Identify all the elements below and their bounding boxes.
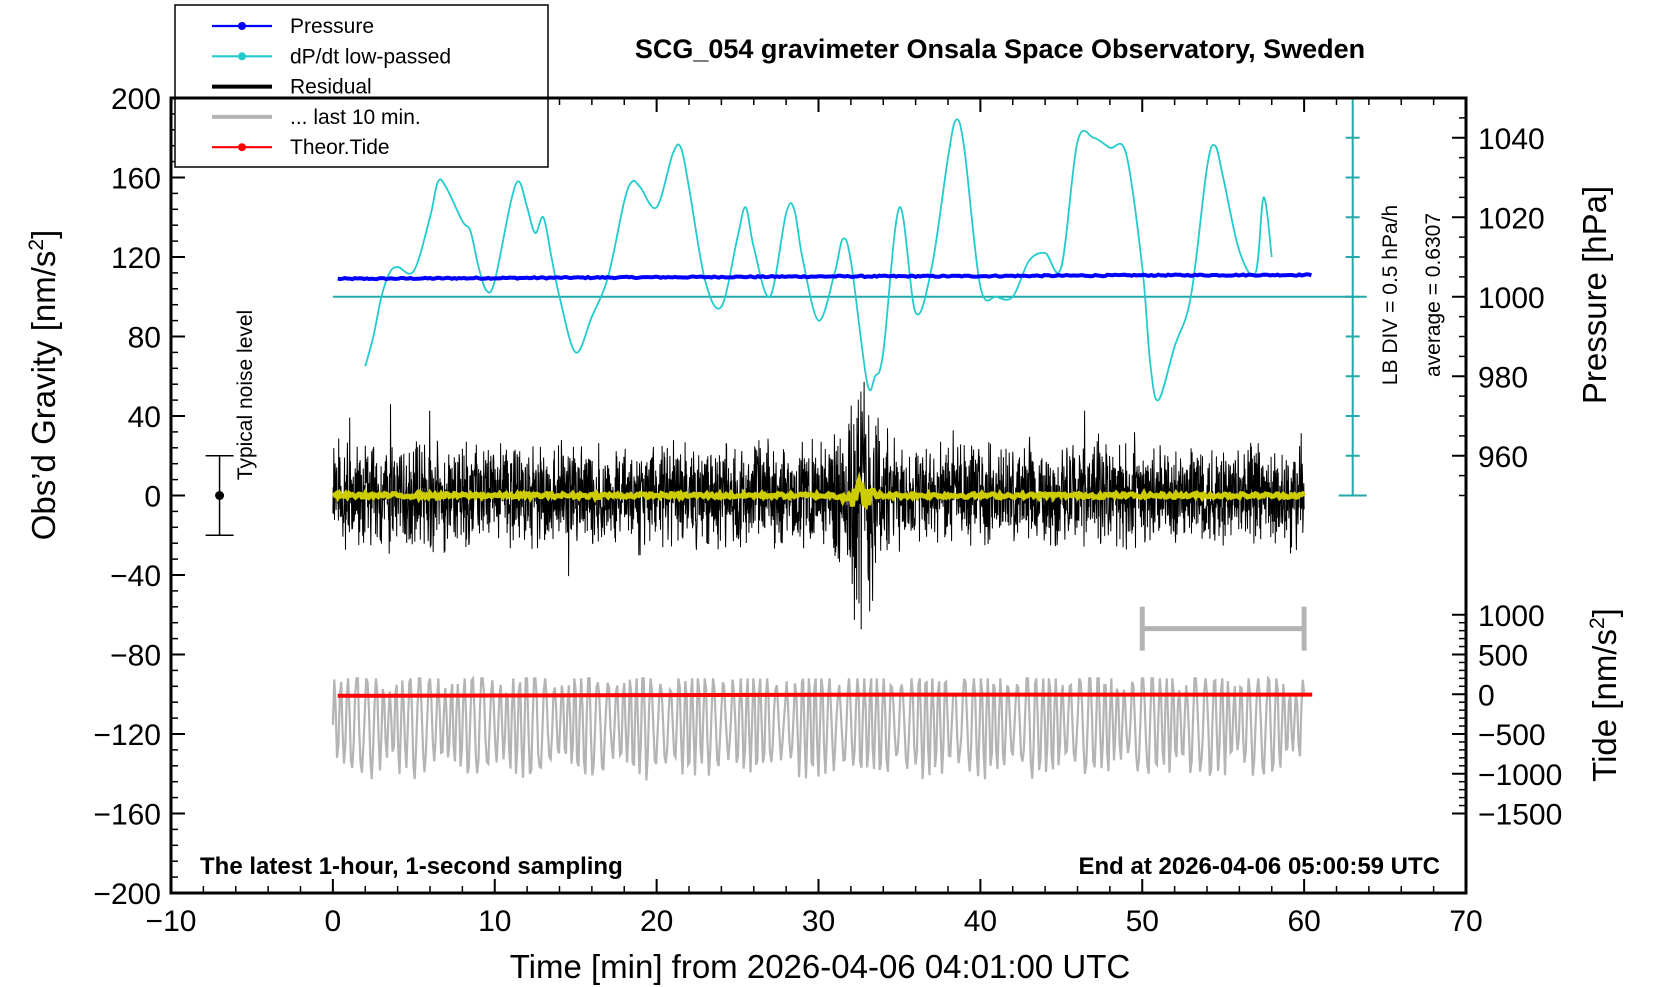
legend-item-label: Residual (290, 76, 372, 99)
y-axis-left-title: Obs’d Gravity [nm/s2] (25, 230, 62, 541)
average-label: average = 0.6307 (1422, 213, 1445, 377)
footer-left-note: The latest 1-hour, 1-second sampling (200, 853, 623, 880)
y-tick-label-left: 0 (144, 481, 161, 514)
y-tick-label-left: 160 (111, 163, 161, 196)
pressure-series-line (337, 272, 1313, 282)
y-tick-label-left: −80 (110, 640, 161, 673)
noise-center-point (215, 491, 225, 500)
x-tick-label: 50 (1126, 905, 1159, 938)
legend-marker (238, 22, 246, 30)
y-tick-label-left: −160 (93, 799, 161, 832)
y-tick-label-left: 120 (111, 242, 161, 275)
x-tick-label: 70 (1449, 905, 1482, 938)
legend-marker (238, 143, 246, 152)
noise-level-label: Typical noise level (234, 310, 257, 480)
y-tick-label-left: 80 (128, 322, 161, 355)
y-tick-label-pressure: 1040 (1478, 123, 1545, 156)
legend-item-label: dP/dt low-passed (290, 45, 451, 68)
y-tick-label-tide: 500 (1478, 640, 1528, 673)
chart-title: SCG_054 gravimeter Onsala Space Observat… (635, 34, 1365, 64)
y-tick-label-left: −120 (93, 719, 161, 752)
legend-item-label: ... last 10 min. (290, 106, 421, 129)
residual-smoothed-series-line (332, 471, 1307, 511)
legend-marker (238, 52, 246, 61)
x-tick-label: −10 (146, 905, 197, 938)
x-axis-title: Time [min] from 2026-04-06 04:01:00 UTC (510, 948, 1131, 985)
legend-item-label: Pressure (290, 15, 374, 38)
y-tick-label-left: 40 (128, 401, 161, 434)
y-tick-label-tide: −1000 (1478, 759, 1562, 792)
last-10-min-series-line (331, 674, 1306, 781)
y-tick-label-tide: −1500 (1478, 799, 1562, 832)
y-tick-label-tide: −500 (1478, 719, 1546, 752)
x-tick-label: 10 (478, 905, 511, 938)
x-tick-label: 60 (1287, 905, 1320, 938)
y-tick-label-pressure: 960 (1478, 441, 1528, 474)
residual-series-line (332, 381, 1305, 630)
x-tick-label: 20 (640, 905, 673, 938)
y-tick-label-tide: 1000 (1478, 600, 1545, 633)
y-axis-tide-title: Tide [nm/s2] (1586, 608, 1623, 782)
y-tick-label-pressure: 1000 (1478, 282, 1545, 315)
y-tick-label-pressure: 980 (1478, 361, 1528, 394)
x-tick-label: 40 (964, 905, 997, 938)
y-tick-label-tide: 0 (1478, 679, 1495, 712)
tide-series-line (337, 692, 1313, 698)
lb-div-label: LB DIV = 0.5 hPa/h (1379, 205, 1402, 385)
x-tick-label: 0 (325, 905, 342, 938)
y-tick-label-pressure: 1020 (1478, 202, 1545, 235)
plot-frame (169, 96, 1468, 895)
footer-right-note: End at 2026-04-06 05:00:59 UTC (1079, 853, 1441, 880)
x-tick-label: 30 (802, 905, 835, 938)
y-axis-pressure-title: Pressure [hPa] (1576, 186, 1613, 404)
legend-item-label: Theor.Tide (290, 136, 390, 159)
y-tick-label-left: −200 (93, 878, 161, 911)
y-tick-label-left: 200 (111, 83, 161, 116)
y-tick-label-left: −40 (110, 560, 161, 593)
